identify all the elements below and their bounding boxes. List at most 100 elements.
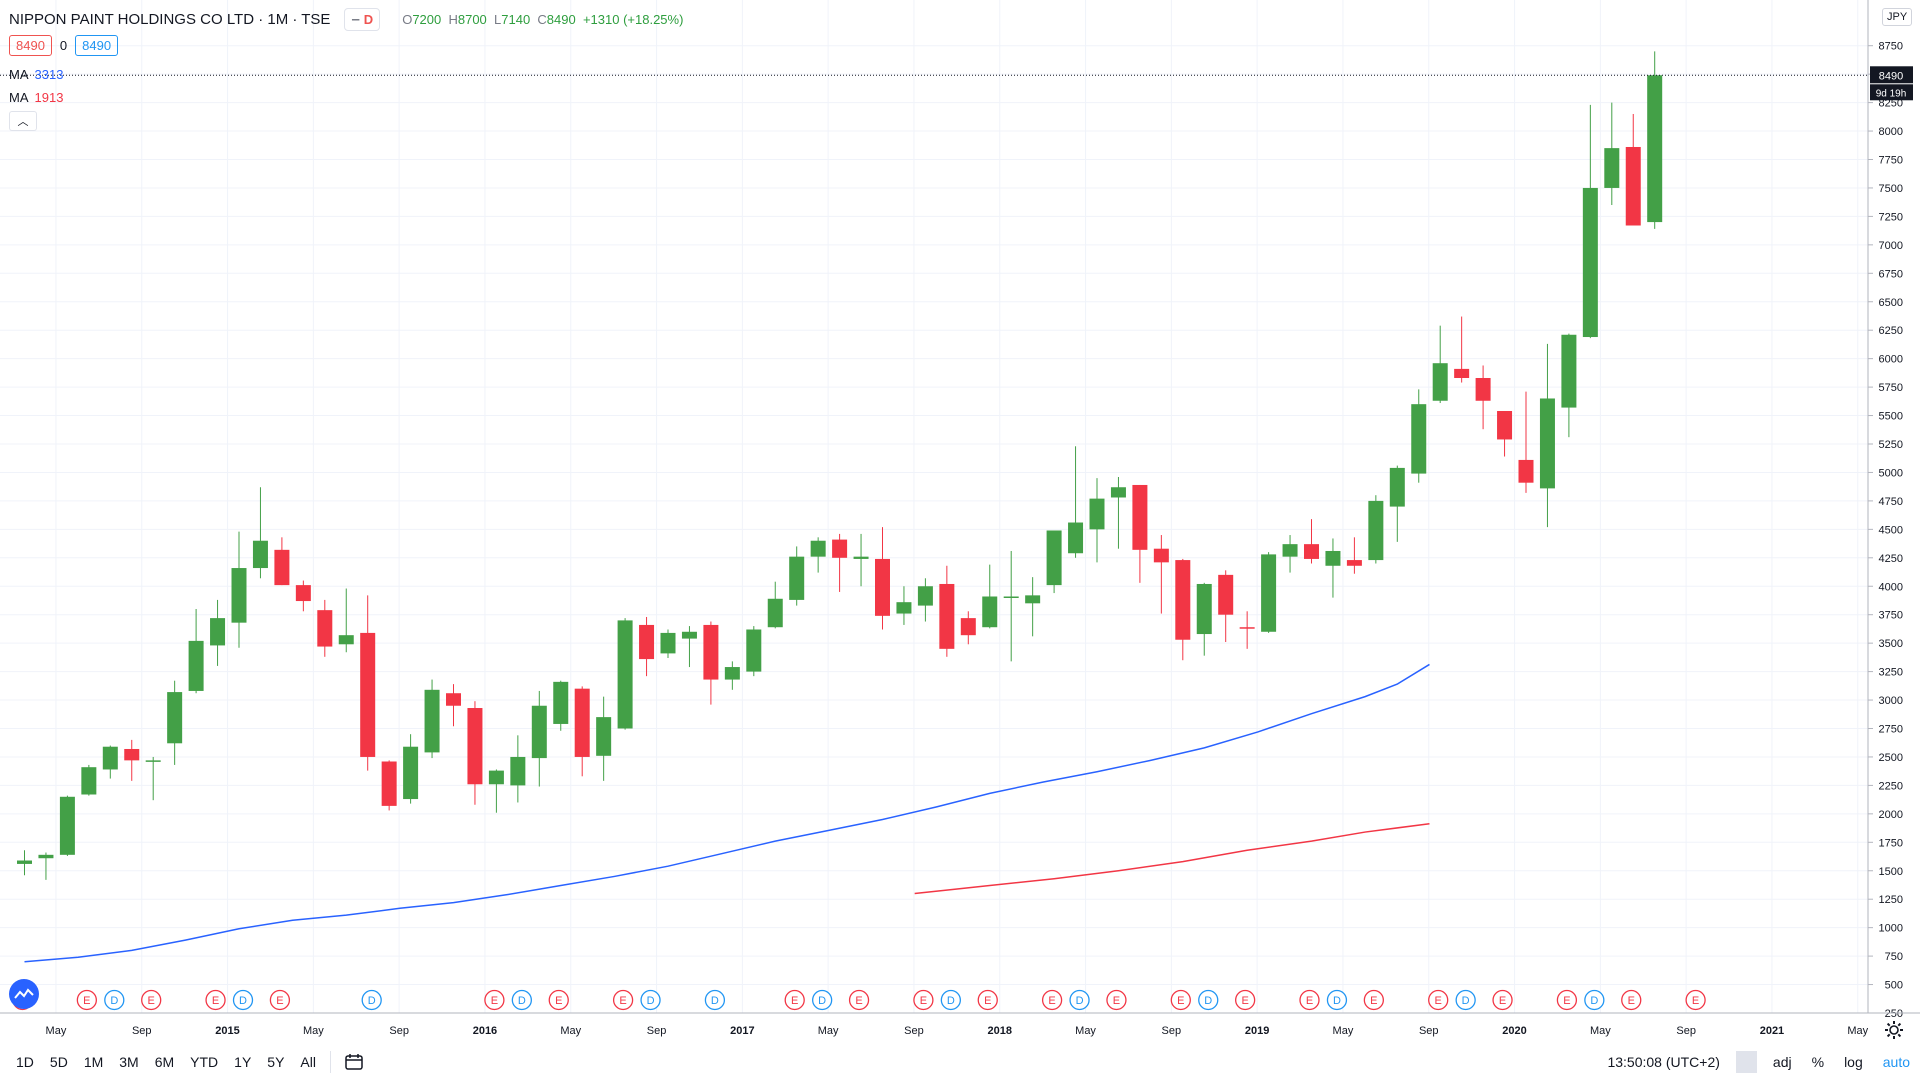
earnings-marker[interactable]: [141, 989, 162, 1011]
earnings-marker[interactable]: [1041, 989, 1063, 1011]
auto-toggle[interactable]: auto: [1882, 1053, 1910, 1070]
candle-body: [102, 746, 118, 770]
go-to-date-button[interactable]: [345, 1053, 363, 1070]
dividend-marker[interactable]: [1455, 989, 1476, 1011]
dividend-marker[interactable]: [940, 989, 961, 1011]
ma-short-line: [914, 823, 1430, 895]
event-marker-letter: E: [984, 995, 991, 1007]
event-marker-letter: E: [276, 995, 283, 1007]
candle-body: [1046, 530, 1062, 586]
event-marker-letter: E: [1048, 995, 1055, 1007]
candle-body: [188, 640, 204, 691]
ask-box[interactable]: 8490: [75, 35, 119, 56]
range-button-1d[interactable]: 1D: [16, 1053, 34, 1070]
earnings-marker[interactable]: [977, 989, 998, 1011]
earnings-marker[interactable]: [76, 989, 97, 1011]
collapse-legend-button[interactable]: ︿: [9, 111, 37, 131]
candle-body: [488, 770, 504, 785]
currency-label[interactable]: JPY: [1882, 8, 1913, 26]
range-button-3m[interactable]: 3M: [119, 1053, 139, 1070]
dividend-marker[interactable]: [1069, 989, 1090, 1011]
y-tick-label: 750: [1885, 951, 1903, 963]
candle-body: [1325, 550, 1341, 566]
clock-timezone[interactable]: 13:50:08 (UTC+2): [1607, 1053, 1720, 1070]
y-tick-label: 6250: [1879, 325, 1903, 337]
symbol-title[interactable]: NIPPON PAINT HOLDINGS CO LTD · 1M · TSE: [9, 11, 331, 28]
dividend-marker[interactable]: [1326, 989, 1348, 1011]
earnings-marker[interactable]: [913, 989, 934, 1011]
earnings-marker[interactable]: [1685, 989, 1706, 1011]
bid-box[interactable]: 8490: [9, 35, 52, 56]
y-tick-label: 5500: [1879, 411, 1903, 423]
earnings-marker[interactable]: [1428, 989, 1449, 1011]
interval-badge[interactable]: D: [363, 12, 374, 27]
dividend-marker[interactable]: [640, 989, 661, 1011]
minus-icon[interactable]: –: [351, 11, 360, 28]
earnings-marker[interactable]: [1106, 989, 1127, 1011]
event-marker-letter: D: [1204, 995, 1212, 1007]
percent-toggle[interactable]: %: [1811, 1053, 1825, 1070]
dividend-marker[interactable]: [1198, 989, 1219, 1011]
gear-icon: [1885, 1021, 1903, 1039]
earnings-marker[interactable]: [1621, 989, 1642, 1011]
earnings-marker[interactable]: [484, 989, 505, 1011]
dividend-marker[interactable]: [361, 989, 382, 1011]
candle-body: [681, 631, 697, 639]
dividend-marker[interactable]: [104, 989, 125, 1011]
x-tick-label: 2017: [730, 1025, 754, 1037]
dividend-marker[interactable]: [511, 989, 532, 1011]
y-tick-label: 4500: [1879, 524, 1903, 536]
earnings-marker[interactable]: [1235, 989, 1256, 1011]
x-tick-label: May: [303, 1025, 324, 1037]
adj-toggle[interactable]: adj: [1772, 1053, 1792, 1070]
range-button-6m[interactable]: 6M: [154, 1053, 175, 1070]
earnings-marker[interactable]: [1363, 989, 1384, 1011]
range-button-all[interactable]: All: [300, 1053, 316, 1070]
candle-body: [1368, 500, 1384, 561]
dividend-marker[interactable]: [704, 989, 726, 1011]
range-button-1y[interactable]: 1Y: [234, 1053, 252, 1070]
earnings-marker[interactable]: [1556, 989, 1578, 1011]
candle-body: [467, 708, 483, 785]
earnings-marker[interactable]: [1299, 989, 1320, 1011]
y-tick-label: 4750: [1879, 496, 1903, 508]
y-tick-label: 4000: [1879, 581, 1903, 593]
earnings-marker[interactable]: [205, 989, 226, 1011]
earnings-marker[interactable]: [1492, 989, 1513, 1011]
settings-button[interactable]: [1883, 1019, 1905, 1046]
earnings-marker[interactable]: [848, 989, 870, 1011]
event-marker-letter: E: [1370, 995, 1377, 1007]
event-marker-letter: E: [1435, 995, 1442, 1007]
y-tick-label: 8000: [1879, 126, 1903, 138]
range-button-5y[interactable]: 5Y: [267, 1053, 285, 1070]
candle-body: [1346, 560, 1362, 566]
earnings-marker[interactable]: [784, 989, 805, 1011]
dividend-marker[interactable]: [1584, 989, 1605, 1011]
earnings-marker[interactable]: [269, 989, 291, 1011]
legend-controls[interactable]: – D: [344, 8, 381, 31]
event-marker-letter: E: [491, 995, 498, 1007]
scale-controls: 13:50:08 (UTC+2) adj % log auto: [1597, 1043, 1920, 1080]
ma-short-legend[interactable]: MA 1913: [9, 90, 63, 105]
earnings-marker[interactable]: [548, 989, 569, 1011]
x-tick-label: Sep: [132, 1025, 152, 1037]
dividend-marker[interactable]: [232, 989, 254, 1011]
range-button-1m[interactable]: 1M: [83, 1053, 104, 1070]
candle-body: [853, 556, 869, 559]
dividend-marker[interactable]: [812, 989, 833, 1011]
earnings-marker[interactable]: [612, 989, 634, 1011]
ma-long-line: [24, 663, 1430, 963]
candle-body: [1261, 554, 1277, 632]
tradingview-logo[interactable]: [9, 979, 39, 1009]
earnings-marker[interactable]: [1170, 989, 1191, 1011]
ma-long-legend[interactable]: MA 3313: [9, 67, 63, 82]
x-tick-label: 2018: [988, 1025, 1012, 1037]
candle-body: [875, 558, 890, 616]
y-tick-label: 3500: [1879, 638, 1903, 650]
range-button-5d[interactable]: 5D: [49, 1053, 68, 1070]
candle-body: [1647, 75, 1663, 223]
chart-legend: NIPPON PAINT HOLDINGS CO LTD · 1M · TSE …: [9, 8, 683, 31]
log-toggle[interactable]: log: [1844, 1053, 1863, 1070]
range-button-ytd[interactable]: YTD: [190, 1053, 219, 1070]
